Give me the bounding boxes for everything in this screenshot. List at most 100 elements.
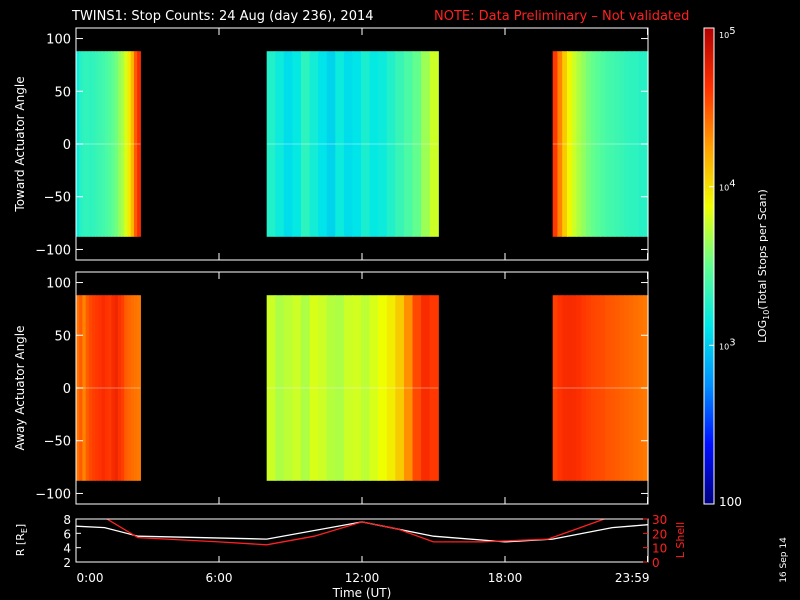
heatmap-cell	[292, 295, 302, 481]
heatmap-cell	[108, 295, 112, 481]
heatmap-cell	[85, 295, 90, 481]
colorbar-bar	[703, 27, 715, 505]
panel-toward-ylabel: Toward Actuator Angle	[13, 76, 27, 212]
heatmap-cell	[600, 295, 606, 481]
heatmap-cell	[292, 51, 302, 237]
heatmap-cell	[624, 295, 630, 481]
orbit-ylabel-left-main: R [R	[14, 533, 27, 556]
heatmap-cell	[633, 51, 640, 237]
y-tick-label: 100	[46, 33, 71, 48]
heatmap-cell	[352, 295, 362, 481]
heatmap-cell	[82, 51, 87, 237]
x-axis-label: Time (UT)	[332, 586, 392, 600]
heatmap-cell	[552, 51, 559, 237]
heatmap-cell	[571, 295, 578, 481]
y-tick-label: 0	[63, 382, 71, 397]
heatmap-cell	[395, 295, 405, 481]
x-tick-label: 12:00	[345, 571, 380, 585]
y-tick-label: −100	[35, 487, 71, 502]
heatmap-cell	[101, 51, 106, 237]
heatmap-cell	[133, 51, 138, 237]
heatmap-cell	[283, 295, 294, 481]
orbit-y-tick-label: 2	[63, 556, 71, 570]
heatmap-cell	[98, 51, 103, 237]
heatmap-cell	[557, 51, 563, 237]
heatmap-cell	[590, 295, 597, 481]
heatmap-cell	[619, 295, 625, 481]
heatmap-cell	[352, 51, 362, 237]
heatmap-cell	[361, 295, 371, 481]
heatmap-cell	[395, 51, 405, 237]
panel-toward-axis: 100 50 0 −50 −100	[35, 28, 649, 260]
y-tick-label: 50	[54, 85, 71, 100]
heatmap-cell	[628, 295, 635, 481]
heatmap-cell	[609, 295, 616, 481]
heatmap-cell	[117, 51, 122, 237]
orbit-y-tick-right-label: 20	[652, 527, 667, 541]
heatmap-cell	[566, 295, 573, 481]
colorbar-tick-exp: 3	[729, 337, 735, 348]
colorbar-label: LOG10(Total Stops per Scan)	[756, 189, 771, 343]
y-tick-label: 0	[63, 138, 71, 153]
heatmap-cell	[92, 51, 96, 237]
colorbar-tick-exp: 5	[729, 26, 735, 37]
colorbar-tick-label: 104	[719, 179, 736, 193]
y-tick-label: −50	[44, 191, 71, 206]
orbit-ylabel-left-sub: E	[20, 528, 29, 533]
heatmap-cell	[378, 51, 388, 237]
heatmap-cell	[108, 51, 112, 237]
heatmap-cell	[275, 51, 285, 237]
heatmap-cell	[104, 295, 109, 481]
colorbar-tick-label: 103	[719, 337, 736, 351]
colorbar-tick-base: 10	[719, 184, 729, 193]
colorbar-tick-label: 100	[719, 495, 742, 509]
heatmap-cell	[130, 51, 135, 237]
heatmap-cell	[101, 295, 106, 481]
orbit-y-tick-label: 6	[63, 527, 71, 541]
heatmap-cell	[624, 51, 630, 237]
heatmap-cell	[369, 51, 379, 237]
orbit-y-tick-label: 8	[63, 513, 71, 527]
heatmap-cell	[300, 295, 311, 481]
heatmap-cell	[386, 295, 396, 481]
heatmap-cell	[386, 51, 396, 237]
heatmap-cell	[309, 51, 319, 237]
heatmap-cell	[595, 295, 601, 481]
heatmap-cell	[82, 295, 87, 481]
orbit-lines	[76, 519, 648, 546]
heatmap-cell	[318, 51, 328, 237]
orbit-y-tick-right-label: 0	[652, 556, 660, 570]
heatmap-cell	[628, 51, 635, 237]
heatmap-cell	[571, 51, 578, 237]
y-tick-label: −100	[35, 243, 71, 258]
heatmap-cell	[605, 295, 611, 481]
heatmap-cell	[562, 51, 568, 237]
panel-away: 100 50 0 −50 −100 Away Actuator Angle	[13, 271, 649, 505]
panel-away-ylabel: Away Actuator Angle	[13, 325, 27, 450]
heatmap-cell	[605, 51, 611, 237]
orbit-ylabel-left: R [RE]	[14, 524, 29, 556]
heatmap-cell	[326, 51, 336, 237]
colorbar-label-main: LOG	[756, 320, 769, 343]
heatmap-cell	[421, 295, 431, 481]
heatmap-cell	[111, 295, 116, 481]
heatmap-cell	[95, 295, 100, 481]
heatmap-cell	[130, 295, 135, 481]
orbit-y-tick-right-label: 10	[652, 542, 667, 556]
x-tick-label: 23:59	[615, 571, 650, 585]
heatmap-cell	[586, 295, 592, 481]
heatmap-cell	[576, 51, 582, 237]
heatmap-cell	[124, 295, 129, 481]
x-tick-label: 0:00	[77, 571, 104, 585]
orbit-y-tick-label: 4	[63, 542, 71, 556]
heatmap-cell	[114, 51, 119, 237]
heatmap-cell	[557, 295, 563, 481]
heatmap-cell	[361, 51, 371, 237]
heatmap-cell	[609, 51, 616, 237]
heatmap-cell	[124, 51, 129, 237]
heatmap-cell	[133, 295, 138, 481]
heatmap-cell	[266, 295, 276, 481]
